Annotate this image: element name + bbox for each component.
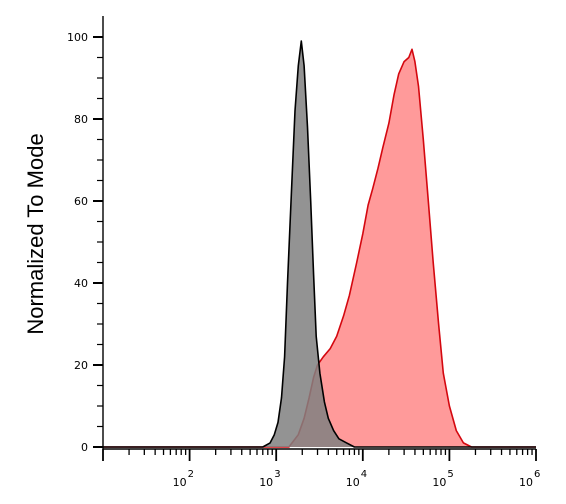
x-tick-exponent: 4 [361,469,367,480]
x-tick-exponent: 6 [534,469,540,480]
series-layer [103,40,536,448]
x-tick-exponent: 5 [447,469,453,480]
y-axis-label: Normalized To Mode [23,133,48,334]
x-tick-exponent: 2 [188,469,194,480]
x-tick-base: 10 [432,476,446,489]
x-tick-base: 10 [346,476,360,489]
y-tick-label: 20 [74,359,88,372]
x-tick-exponent: 3 [274,469,280,480]
x-tick-label: 106 [519,469,540,489]
y-tick-label: 80 [74,113,88,126]
series-1-area [103,49,536,448]
x-tick-label: 104 [346,469,367,489]
series-2-area [103,41,536,447]
axes-layer [102,16,536,450]
y-tick-label: 60 [74,195,88,208]
x-tick-base: 10 [519,476,533,489]
y-tick-label: 0 [81,441,88,454]
x-tick-label: 102 [173,469,194,489]
y-tick-label: 100 [67,31,88,44]
y-ticks: 0 20 40 60 80 100 [67,31,103,454]
x-tick-base: 10 [259,476,273,489]
x-tick-label: 103 [259,469,280,489]
series-2-line [103,40,536,448]
x-tick-base: 10 [173,476,187,489]
y-tick-label: 40 [74,277,88,290]
x-tick-label: 105 [432,469,453,489]
